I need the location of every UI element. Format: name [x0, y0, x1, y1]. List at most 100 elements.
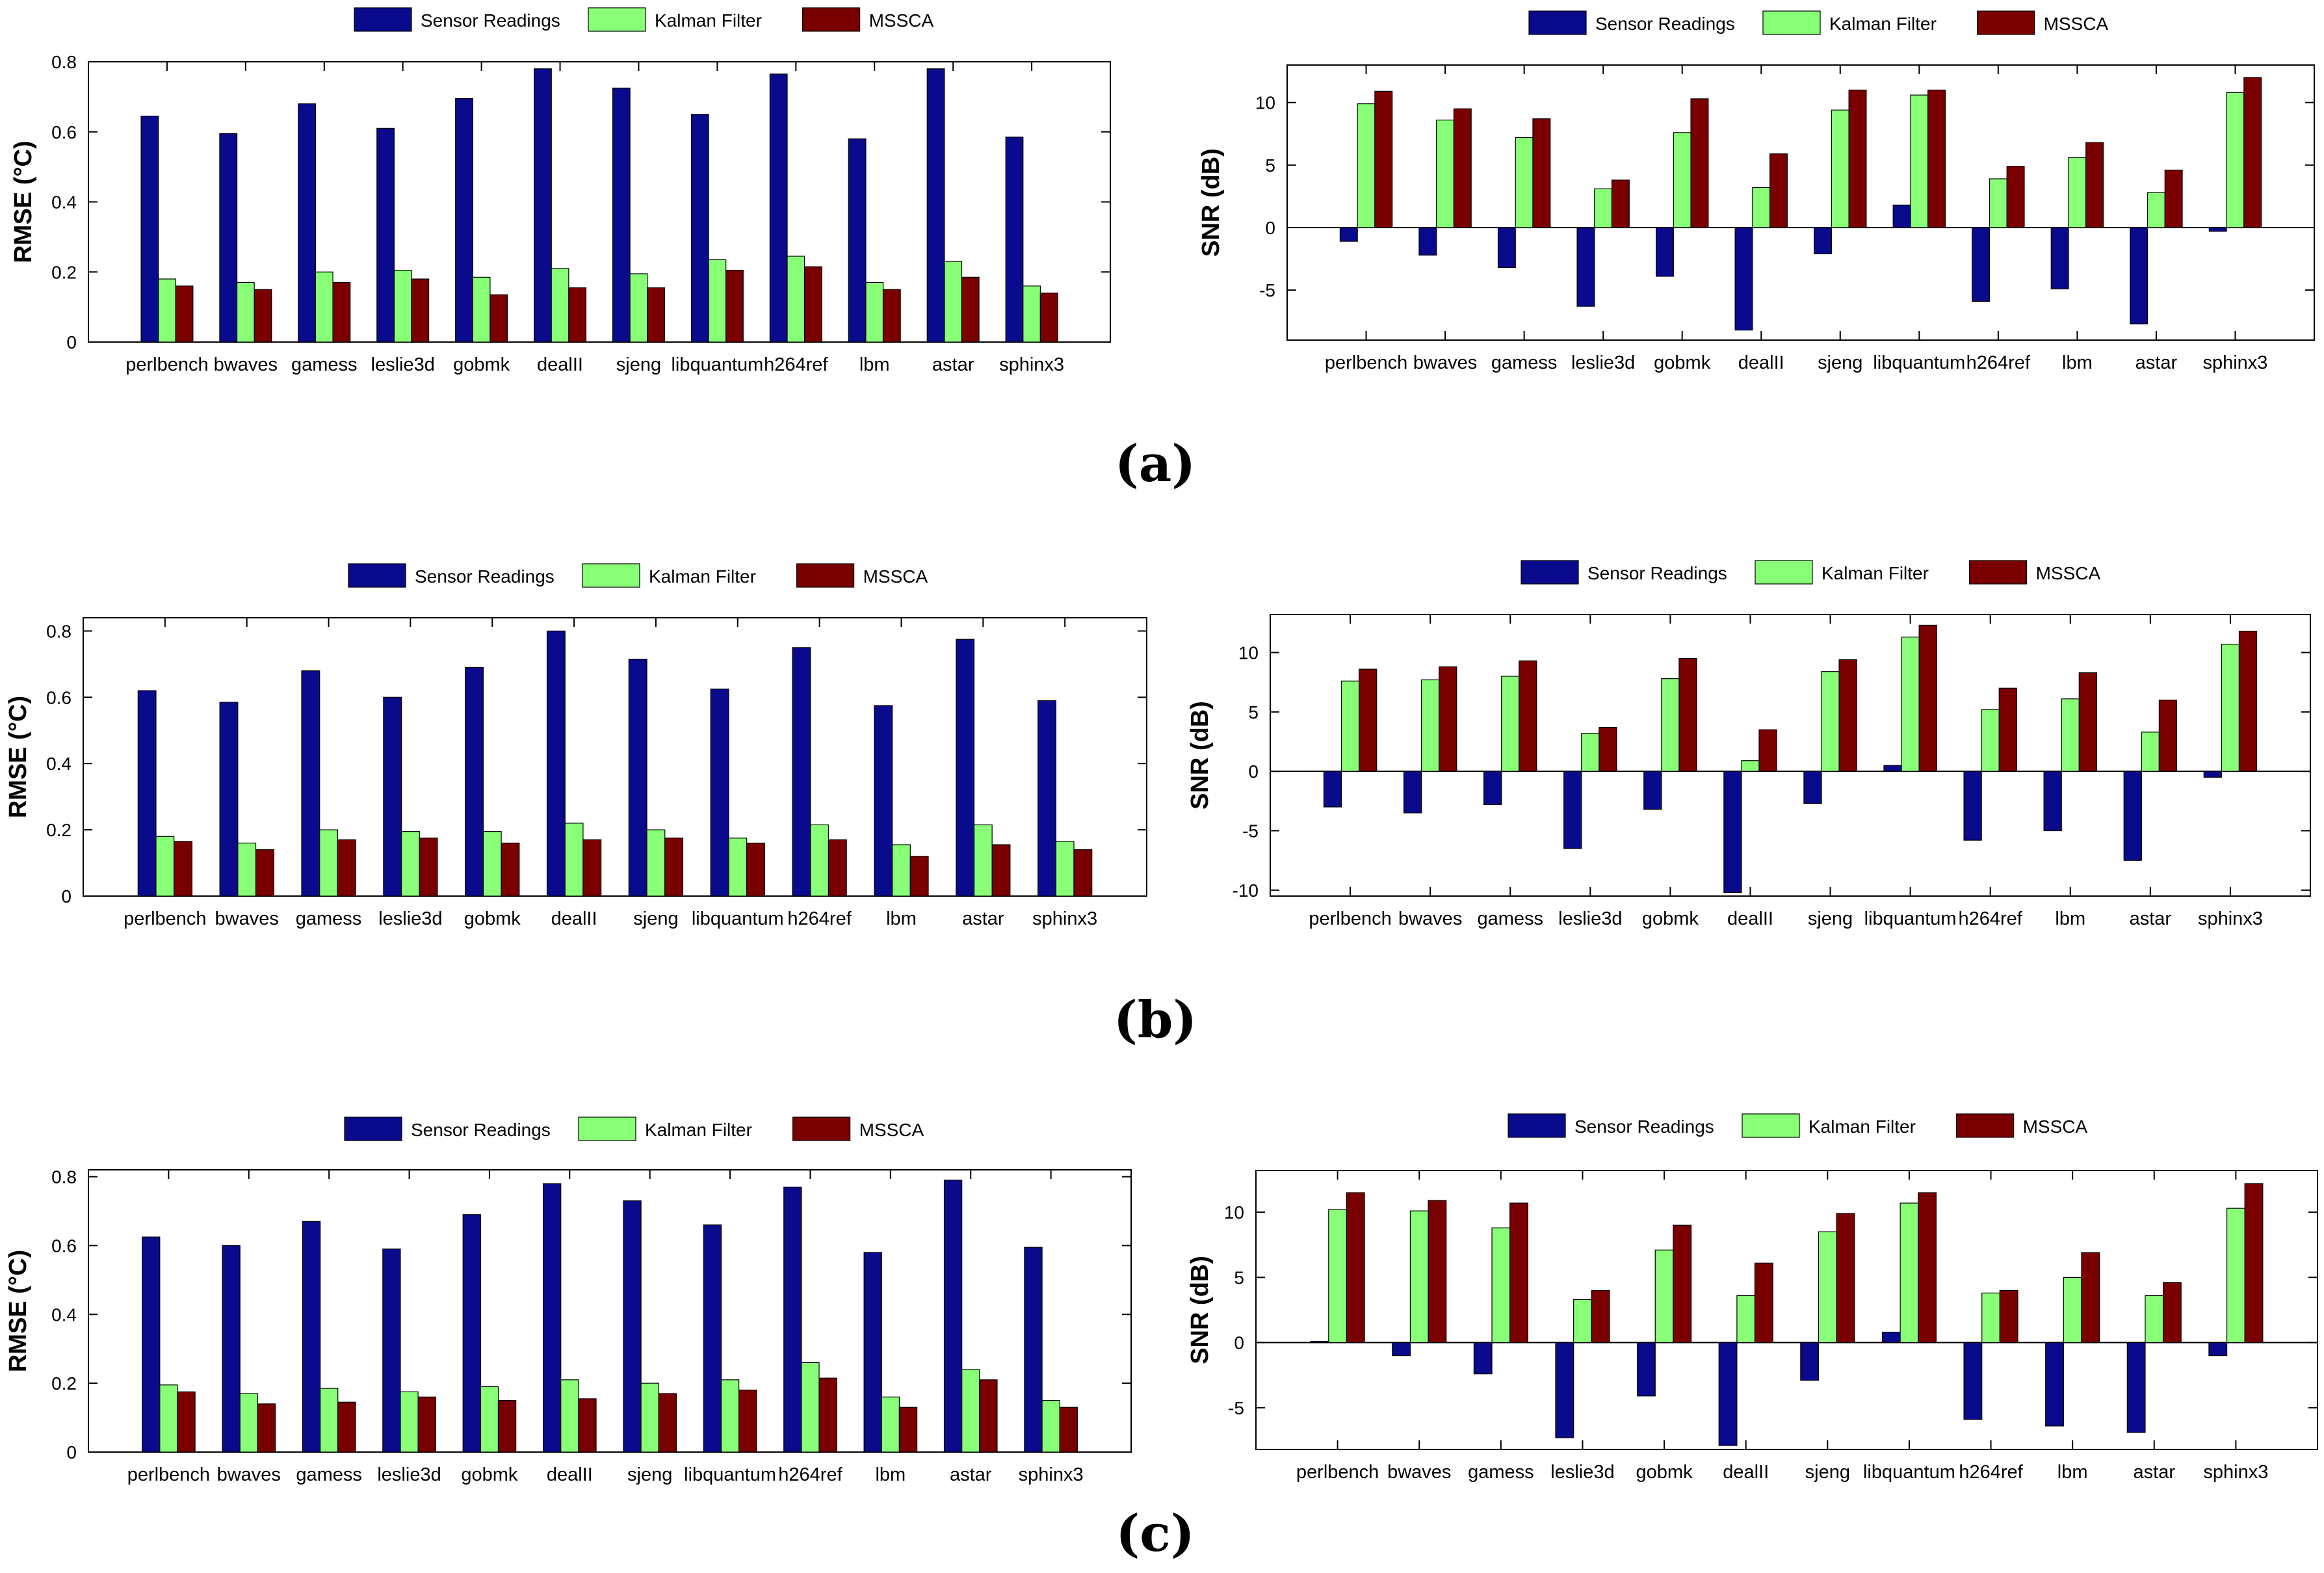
bar-mssca [1346, 1192, 1365, 1343]
bar-mssca [417, 1396, 436, 1453]
bar-sensor-readings [1555, 1342, 1574, 1438]
x-tick-label: gobmk [1636, 1462, 1693, 1483]
y-tick-label: 0.4 [51, 1304, 77, 1325]
bar-sensor-readings [703, 1224, 722, 1453]
x-tick-label: lbm [859, 354, 890, 375]
x-tick-label: lbm [875, 1464, 906, 1485]
legend-label: MSSCA [2044, 14, 2109, 34]
bar-kalman-filter [961, 1369, 980, 1453]
bar-kalman-filter [1736, 1295, 1756, 1343]
legend-label: Kalman Filter [1808, 1117, 1916, 1137]
x-tick-label: leslie3d [1550, 1462, 1614, 1483]
bar-kalman-filter [1818, 1231, 1837, 1343]
bar-mssca [828, 839, 847, 897]
bar-mssca [332, 282, 351, 343]
x-tick-label: sphinx3 [2198, 908, 2263, 929]
bar-kalman-filter [1673, 132, 1691, 228]
bar-sensor-readings [2203, 771, 2222, 778]
bar-kalman-filter [1409, 1210, 1429, 1343]
legend-label: Kalman Filter [655, 10, 762, 31]
y-axis-label: RMSE (°C) [10, 140, 37, 263]
legend-label: MSSCA [2023, 1117, 2088, 1137]
x-tick-label: gobmk [461, 1464, 518, 1485]
bar-sensor-readings [546, 630, 566, 897]
x-tick-label: gamess [296, 908, 362, 929]
y-axis-label: RMSE (°C) [5, 696, 32, 818]
y-axis-label: RMSE (°C) [5, 1250, 32, 1372]
legend-label: Kalman Filter [1829, 14, 1937, 34]
bar-sensor-readings [1005, 137, 1024, 343]
x-tick-label: lbm [886, 908, 917, 929]
chart-c-rmse: 0 0.2 0.4 0.6 0.8 RMSE (°C) perlbench bwaves gam… [5, 1117, 1132, 1485]
legend-label: Kalman Filter [1821, 563, 1929, 583]
bar-sensor-readings [1883, 765, 1902, 772]
bar-kalman-filter [629, 273, 648, 343]
x-tick-label: sjeng [1818, 352, 1862, 373]
bar-mssca [490, 294, 508, 343]
legend: Sensor Readings Kalman Filter MSSCA [1508, 1113, 2088, 1138]
bar-kalman-filter [1023, 285, 1041, 343]
y-tick-label: 0 [66, 332, 77, 352]
bar-sensor-readings [1963, 771, 1982, 841]
legend: Sensor Readings Kalman Filter MSSCA [1521, 560, 2100, 585]
bar-mssca [804, 266, 822, 343]
bar-kalman-filter [1901, 637, 1920, 772]
y-tick-label: 0 [66, 1442, 77, 1462]
x-tick-label: dealII [537, 354, 583, 375]
bar-sensor-readings [1881, 1331, 1901, 1343]
x-tick-label: sjeng [633, 908, 678, 929]
y-tick-label: 10 [1224, 1202, 1244, 1223]
bar-mssca [255, 849, 274, 897]
bar-kalman-filter [400, 831, 420, 897]
x-tick-label: h264ref [1959, 908, 2023, 929]
y-tick-label: 0 [61, 886, 72, 906]
bar-sensor-readings [1637, 1342, 1656, 1397]
bar-sensor-readings [612, 87, 631, 343]
bar-mssca [738, 1390, 757, 1453]
bar-sensor-readings [1392, 1342, 1411, 1356]
x-tick-label: leslie3d [1558, 908, 1622, 929]
bar-kalman-filter [865, 282, 884, 343]
bar-kalman-filter [646, 829, 666, 897]
bar-kalman-filter [787, 256, 805, 343]
x-tick-label: astar [2134, 1462, 2176, 1483]
legend-label: MSSCA [869, 10, 934, 31]
bar-kalman-filter [1900, 1202, 1919, 1343]
bar-sensor-readings [1339, 227, 1358, 242]
x-tick-label: leslie3d [378, 908, 442, 929]
x-tick-label: h264ref [764, 354, 828, 375]
y-tick-label: 5 [1248, 702, 1259, 722]
y-tick-label: 0.2 [51, 1373, 77, 1394]
bar-kalman-filter [480, 1386, 499, 1453]
bar-sensor-readings [542, 1183, 562, 1453]
x-tick-label: h264ref [1959, 1462, 2023, 1483]
y-tick-label: 0.2 [46, 820, 72, 840]
bar-kalman-filter [892, 844, 911, 897]
bar-sensor-readings [1310, 1341, 1329, 1343]
chart-a-snr: -5 0 5 10 SNR (dB) perlbench bwaves gamess lesli… [1197, 10, 2315, 373]
legend-swatch-sensor-readings [348, 563, 406, 588]
bar-mssca [2081, 1252, 2100, 1343]
legend-swatch-sensor-readings [354, 7, 412, 32]
bar-sensor-readings [2045, 1342, 2064, 1427]
x-tick-label: bwaves [215, 908, 279, 929]
bar-sensor-readings [1563, 771, 1582, 849]
chart-c-snr: -5 0 5 10 SNR (dB) perlbench bwaves gamess lesli… [1186, 1113, 2318, 1483]
x-tick-label: lbm [2062, 352, 2093, 373]
legend-label: Sensor Readings [1595, 14, 1735, 34]
bar-kalman-filter [1821, 671, 1840, 772]
bar-kalman-filter [1421, 679, 1440, 772]
y-tick-label: 5 [1265, 155, 1275, 176]
bar-kalman-filter [720, 1379, 740, 1453]
bar-sensor-readings [462, 1214, 481, 1453]
bar-sensor-readings [1963, 1342, 1983, 1420]
bar-mssca [882, 289, 901, 343]
bar-kalman-filter [560, 1379, 579, 1453]
bar-sensor-readings [2208, 1342, 2228, 1356]
x-tick-label: perlbench [1296, 1462, 1379, 1483]
x-tick-label: bwaves [1413, 352, 1477, 373]
legend-label: MSSCA [859, 1120, 924, 1140]
bar-mssca [1678, 657, 1697, 772]
bar-sensor-readings [383, 696, 402, 897]
bar-sensor-readings [219, 133, 238, 343]
